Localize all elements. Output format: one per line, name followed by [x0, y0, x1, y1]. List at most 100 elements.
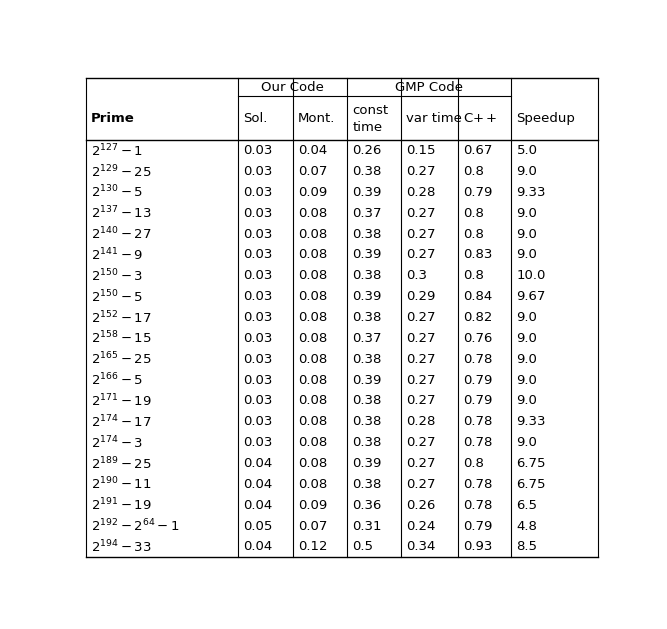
Text: 0.09: 0.09 [298, 499, 327, 512]
Text: $2^{127}-1$: $2^{127}-1$ [91, 142, 143, 159]
Text: 9.0: 9.0 [516, 311, 538, 324]
Text: 0.31: 0.31 [352, 520, 382, 533]
Text: 0.04: 0.04 [243, 478, 273, 491]
Text: 0.05: 0.05 [243, 520, 273, 533]
Text: 6.75: 6.75 [516, 457, 546, 470]
Text: Speedup: Speedup [516, 112, 576, 125]
Text: 9.0: 9.0 [516, 248, 538, 262]
Text: 0.27: 0.27 [406, 394, 436, 408]
Text: 0.79: 0.79 [464, 394, 493, 408]
Text: $2^{140}-27$: $2^{140}-27$ [91, 226, 152, 242]
Text: $2^{191}-19$: $2^{191}-19$ [91, 497, 152, 513]
Text: 0.78: 0.78 [464, 478, 493, 491]
Text: Sol.: Sol. [243, 112, 268, 125]
Text: 0.07: 0.07 [298, 520, 327, 533]
Text: 9.33: 9.33 [516, 186, 546, 199]
Text: 9.0: 9.0 [516, 394, 538, 408]
Text: $2^{150}-3$: $2^{150}-3$ [91, 267, 143, 284]
Text: 0.08: 0.08 [298, 394, 327, 408]
Text: 0.78: 0.78 [464, 353, 493, 365]
Text: 0.37: 0.37 [352, 207, 382, 220]
Text: 0.08: 0.08 [298, 436, 327, 449]
Text: 0.39: 0.39 [352, 186, 382, 199]
Text: 0.27: 0.27 [406, 332, 436, 345]
Text: 6.5: 6.5 [516, 499, 538, 512]
Text: 6.75: 6.75 [516, 478, 546, 491]
Text: 0.78: 0.78 [464, 415, 493, 428]
Text: 0.79: 0.79 [464, 374, 493, 387]
Text: $2^{130}-5$: $2^{130}-5$ [91, 184, 143, 201]
Text: 9.0: 9.0 [516, 207, 538, 220]
Text: $2^{194}-33$: $2^{194}-33$ [91, 538, 152, 555]
Text: 0.38: 0.38 [352, 269, 382, 282]
Text: 0.08: 0.08 [298, 228, 327, 241]
Text: 0.93: 0.93 [464, 540, 493, 554]
Text: $2^{165}-25$: $2^{165}-25$ [91, 351, 152, 367]
Text: 0.37: 0.37 [352, 332, 382, 345]
Text: 0.28: 0.28 [406, 186, 436, 199]
Text: 9.33: 9.33 [516, 415, 546, 428]
Text: 0.27: 0.27 [406, 457, 436, 470]
Text: 0.38: 0.38 [352, 353, 382, 365]
Text: GMP Code: GMP Code [396, 81, 463, 94]
Text: 0.8: 0.8 [464, 457, 484, 470]
Text: 0.39: 0.39 [352, 248, 382, 262]
Text: 0.83: 0.83 [464, 248, 493, 262]
Text: 0.03: 0.03 [243, 436, 273, 449]
Text: 8.5: 8.5 [516, 540, 538, 554]
Text: 0.5: 0.5 [352, 540, 373, 554]
Text: 9.67: 9.67 [516, 290, 546, 303]
Text: $2^{189}-25$: $2^{189}-25$ [91, 455, 152, 472]
Text: 0.03: 0.03 [243, 374, 273, 387]
Text: var time: var time [406, 112, 462, 125]
Text: 0.82: 0.82 [464, 311, 493, 324]
Text: 0.27: 0.27 [406, 165, 436, 178]
Text: 0.08: 0.08 [298, 478, 327, 491]
Text: $2^{192}-2^{64}-1$: $2^{192}-2^{64}-1$ [91, 518, 180, 535]
Text: 0.39: 0.39 [352, 457, 382, 470]
Text: $2^{129}-25$: $2^{129}-25$ [91, 163, 151, 180]
Text: $2^{174}-17$: $2^{174}-17$ [91, 413, 152, 430]
Text: 0.38: 0.38 [352, 478, 382, 491]
Text: 0.03: 0.03 [243, 353, 273, 365]
Text: 0.03: 0.03 [243, 186, 273, 199]
Text: Our Code: Our Code [261, 81, 324, 94]
Text: 0.8: 0.8 [464, 269, 484, 282]
Text: 9.0: 9.0 [516, 332, 538, 345]
Text: $2^{137}-13$: $2^{137}-13$ [91, 205, 152, 221]
Text: $2^{166}-5$: $2^{166}-5$ [91, 372, 143, 388]
Text: 9.0: 9.0 [516, 165, 538, 178]
Text: 0.36: 0.36 [352, 499, 382, 512]
Text: 0.8: 0.8 [464, 228, 484, 241]
Text: 9.0: 9.0 [516, 436, 538, 449]
Text: 0.27: 0.27 [406, 228, 436, 241]
Text: 0.28: 0.28 [406, 415, 436, 428]
Text: 0.26: 0.26 [352, 144, 382, 157]
Text: 0.08: 0.08 [298, 269, 327, 282]
Text: Mont.: Mont. [298, 112, 336, 125]
Text: 0.03: 0.03 [243, 144, 273, 157]
Text: 0.08: 0.08 [298, 207, 327, 220]
Text: 9.0: 9.0 [516, 374, 538, 387]
Text: 0.38: 0.38 [352, 436, 382, 449]
Text: 0.08: 0.08 [298, 332, 327, 345]
Text: 0.08: 0.08 [298, 374, 327, 387]
Text: $2^{150}-5$: $2^{150}-5$ [91, 288, 143, 305]
Text: 0.03: 0.03 [243, 415, 273, 428]
Text: 0.03: 0.03 [243, 269, 273, 282]
Text: 0.27: 0.27 [406, 436, 436, 449]
Text: 0.76: 0.76 [464, 332, 493, 345]
Text: 0.03: 0.03 [243, 290, 273, 303]
Text: 0.38: 0.38 [352, 394, 382, 408]
Text: 0.8: 0.8 [464, 165, 484, 178]
Text: 9.0: 9.0 [516, 228, 538, 241]
Text: 0.79: 0.79 [464, 186, 493, 199]
Text: time: time [352, 121, 382, 135]
Text: 0.03: 0.03 [243, 228, 273, 241]
Text: 0.27: 0.27 [406, 311, 436, 324]
Text: 0.27: 0.27 [406, 478, 436, 491]
Text: 0.03: 0.03 [243, 248, 273, 262]
Text: 0.03: 0.03 [243, 207, 273, 220]
Text: 0.04: 0.04 [243, 540, 273, 554]
Text: 0.39: 0.39 [352, 290, 382, 303]
